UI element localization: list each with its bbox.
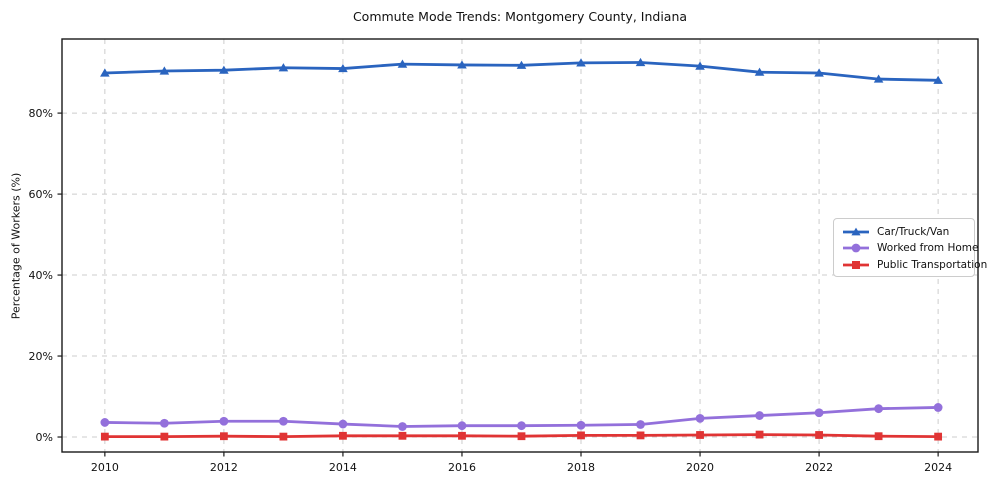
marker-triangle-car-truck-van — [873, 74, 884, 83]
marker-triangle-car-truck-van — [397, 59, 408, 68]
square-icon — [852, 260, 860, 269]
legend-triangle-marker-icon — [843, 227, 869, 235]
y-tick-label: 40% — [29, 269, 53, 282]
marker-square-public-transportation — [755, 430, 764, 439]
axes-frame — [61, 38, 979, 453]
x-tick-label: 2024 — [924, 461, 952, 474]
marker-square-public-transportation — [219, 432, 228, 441]
marker-triangle-car-truck-van — [933, 75, 943, 84]
marker-square-public-transportation — [339, 431, 347, 440]
marker-triangle-car-truck-van — [576, 58, 586, 67]
marker-circle-worked-from-home — [219, 416, 229, 426]
marker-circle-worked-from-home — [636, 420, 645, 429]
marker-circle-worked-from-home — [100, 418, 110, 427]
marker-circle-worked-from-home — [517, 421, 526, 431]
marker-square-public-transportation — [279, 432, 288, 441]
legend-label: Worked from Home — [877, 242, 979, 254]
marker-square-public-transportation — [160, 432, 169, 441]
marker-square-public-transportation — [874, 432, 883, 441]
marker-circle-worked-from-home — [279, 416, 288, 426]
marker-square-public-transportation — [458, 431, 466, 440]
marker-circle-worked-from-home — [398, 422, 407, 431]
legend-row-worked-from-home: Worked from Home — [842, 241, 978, 256]
marker-triangle-car-truck-van — [635, 57, 646, 67]
x-tick-label: 2016 — [448, 461, 476, 474]
marker-triangle-car-truck-van — [457, 60, 467, 69]
marker-square-public-transportation — [100, 432, 109, 441]
marker-triangle-car-truck-van — [100, 68, 110, 77]
x-tick-label: 2014 — [329, 461, 357, 474]
triangle-icon — [851, 227, 861, 235]
marker-square-public-transportation — [398, 431, 407, 440]
marker-circle-worked-from-home — [576, 420, 586, 430]
legend-circle-marker-icon — [843, 243, 869, 253]
legend: Car/Truck/Van Worked from Home Public Tr… — [833, 218, 987, 277]
circle-icon — [851, 243, 861, 253]
marker-square-public-transportation — [636, 431, 645, 440]
y-tick-label: 80% — [29, 107, 53, 120]
marker-circle-worked-from-home — [159, 418, 169, 428]
marker-square-public-transportation — [517, 432, 526, 441]
marker-circle-worked-from-home — [338, 419, 348, 429]
marker-circle-worked-from-home — [933, 403, 943, 412]
marker-square-public-transportation — [577, 431, 585, 440]
legend-label: Car/Truck/Van — [877, 225, 950, 238]
y-tick-label: 0% — [36, 431, 53, 444]
x-tick-label: 2020 — [686, 461, 714, 474]
marker-square-public-transportation — [815, 431, 823, 439]
marker-circle-worked-from-home — [814, 408, 824, 418]
chart-title: Commute Mode Trends: Montgomery County, … — [352, 9, 688, 24]
x-tick-label: 2012 — [210, 461, 238, 474]
x-tick-label: 2022 — [805, 461, 833, 474]
marker-triangle-car-truck-van — [219, 65, 229, 74]
marker-circle-worked-from-home — [457, 421, 467, 431]
marker-circle-worked-from-home — [695, 413, 705, 423]
legend-square-marker-icon — [843, 260, 869, 269]
y-tick-label: 60% — [29, 188, 53, 201]
marker-triangle-car-truck-van — [695, 61, 705, 70]
marker-triangle-car-truck-van — [338, 63, 348, 73]
x-tick-label: 2018 — [567, 461, 595, 474]
legend-row-public-transportation: Public Transportation — [842, 257, 987, 272]
marker-triangle-car-truck-van — [814, 68, 824, 77]
marker-circle-worked-from-home — [755, 411, 764, 420]
legend-row-car-truck-van: Car/Truck/Van — [842, 224, 966, 239]
marker-triangle-car-truck-van — [516, 60, 527, 69]
marker-triangle-car-truck-van — [754, 67, 765, 76]
marker-square-public-transportation — [696, 431, 704, 439]
x-tick-label: 2010 — [91, 461, 119, 474]
y-tick-label: 20% — [29, 350, 53, 363]
marker-triangle-car-truck-van — [278, 63, 289, 72]
legend-label: Public Transportation — [877, 258, 988, 271]
marker-square-public-transportation — [934, 432, 943, 441]
marker-triangle-car-truck-van — [159, 66, 170, 75]
marker-circle-worked-from-home — [874, 404, 884, 414]
